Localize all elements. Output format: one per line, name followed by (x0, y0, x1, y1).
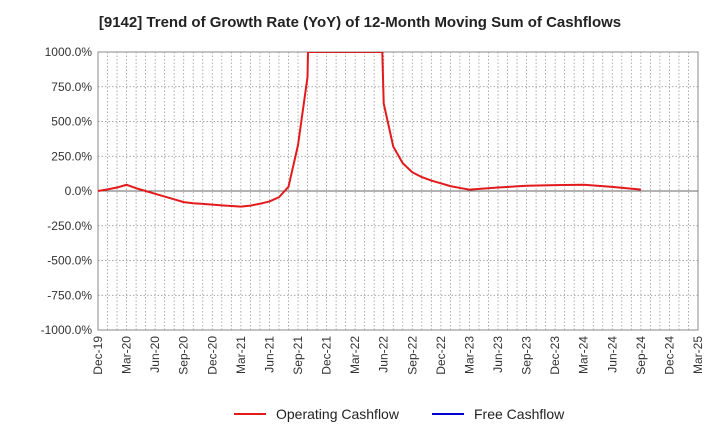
y-tick-label: -1000.0% (41, 323, 93, 337)
x-tick-label: Jun-24 (605, 336, 619, 373)
y-tick-label: 500.0% (51, 115, 92, 129)
x-tick-label: Jun-21 (262, 336, 276, 373)
chart-title: [9142] Trend of Growth Rate (YoY) of 12-… (98, 14, 622, 31)
x-tick-label: Jun-22 (377, 336, 391, 373)
y-tick-label: 0.0% (65, 184, 93, 198)
x-tick-label: Mar-22 (348, 336, 362, 374)
x-tick-label: Dec-19 (91, 336, 105, 375)
grid-layer (98, 52, 698, 330)
x-tick-label: Sep-20 (177, 336, 191, 375)
y-tick-label: -750.0% (47, 288, 92, 302)
legend-label-operating-cashflow: Operating Cashflow (276, 406, 400, 422)
x-axis: Dec-19 Mar-20 Jun-20 Sep-20 Dec-20 Mar-21 Jun-… (91, 336, 705, 375)
x-tick-label: Mar-24 (577, 336, 591, 374)
y-tick-label: 750.0% (51, 80, 92, 94)
y-tick-label: 1000.0% (45, 45, 93, 59)
legend: Operating Cashflow Free Cashflow (234, 406, 565, 422)
y-tick-label: -250.0% (47, 219, 92, 233)
legend-label-free-cashflow: Free Cashflow (474, 406, 565, 422)
x-tick-label: Dec-21 (320, 336, 334, 375)
x-tick-label: Dec-23 (548, 336, 562, 375)
x-tick-label: Sep-24 (634, 336, 648, 375)
x-tick-label: Sep-23 (520, 336, 534, 375)
x-tick-label: Dec-24 (662, 336, 676, 375)
x-tick-label: Jun-23 (491, 336, 505, 373)
y-tick-label: 250.0% (51, 149, 92, 163)
x-tick-label: Sep-22 (405, 336, 419, 375)
x-tick-label: Mar-23 (462, 336, 476, 374)
y-tick-label: -500.0% (47, 254, 92, 268)
x-tick-label: Dec-22 (434, 336, 448, 375)
x-tick-label: Dec-20 (205, 336, 219, 375)
series-line-operating-cashflow (98, 52, 641, 208)
y-axis: 1000.0% 750.0% 500.0% 250.0% 0.0% -250.0% -500… (41, 45, 93, 337)
x-tick-label: Mar-25 (691, 336, 705, 374)
x-tick-label: Sep-21 (291, 336, 305, 375)
series-layer (98, 52, 641, 208)
x-tick-label: Mar-21 (234, 336, 248, 374)
x-tick-label: Jun-20 (148, 336, 162, 373)
x-tick-label: Mar-20 (120, 336, 134, 374)
